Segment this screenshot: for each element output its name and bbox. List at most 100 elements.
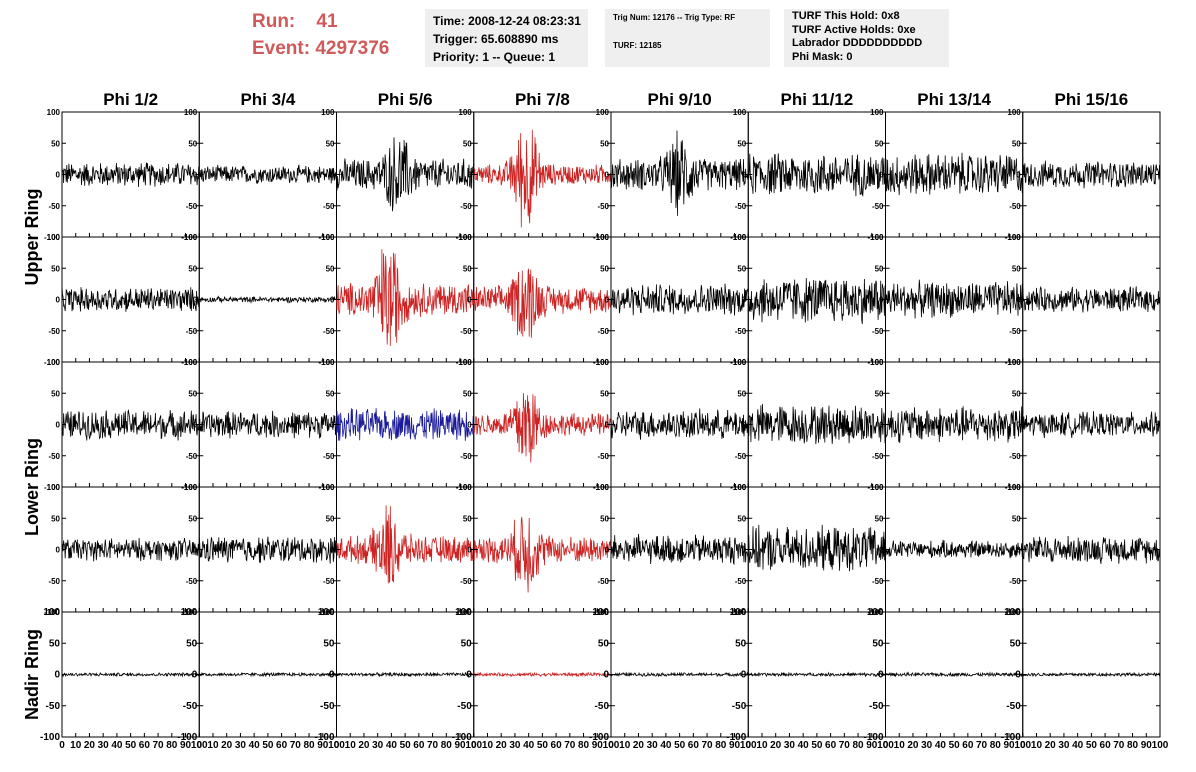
x-tick-label: 50: [949, 740, 961, 751]
x-tick-label: 30: [647, 740, 659, 751]
y-tick-label: 50: [600, 139, 609, 148]
y-tick-label: -50: [48, 452, 60, 461]
y-tick-label: -50: [872, 452, 884, 461]
y-tick-label: 100: [47, 483, 61, 492]
y-tick-label: 0: [741, 670, 747, 681]
waveform-trace: [610, 671, 749, 678]
x-tick-label: 70: [976, 740, 988, 751]
y-tick-label: 0: [742, 546, 747, 555]
waveform-trace: [473, 671, 612, 678]
x-tick-label: 10: [1031, 740, 1043, 751]
waveform-trace: [61, 162, 200, 188]
y-tick-label: -50: [48, 202, 60, 211]
x-tick-label: 0: [883, 740, 889, 751]
y-tick-label: 100: [733, 483, 747, 492]
y-tick-label: -50: [597, 577, 609, 586]
turf-info-box: TURF This Hold: 0x8 TURF Active Holds: 0…: [784, 9, 949, 67]
x-tick-label: 30: [1058, 740, 1070, 751]
y-tick-label: -50: [597, 202, 609, 211]
x-tick-label: 10: [756, 740, 768, 751]
trig-num-text: Trig Num: 12176 -- Trig Type: RF: [613, 13, 736, 22]
x-tick-label: 90: [729, 740, 741, 751]
x-tick-label: 60: [276, 740, 288, 751]
x-tick-label: 20: [1045, 740, 1057, 751]
y-tick-label: 0: [467, 546, 472, 555]
x-tick-label: 90: [866, 740, 878, 751]
y-tick-label: -50: [735, 452, 747, 461]
x-tick-label: 40: [249, 740, 261, 751]
y-tick-label: -50: [460, 452, 472, 461]
y-tick-label: 0: [193, 421, 198, 430]
y-tick-label: 50: [188, 139, 197, 148]
waveform-trace: [747, 278, 886, 324]
column-header: Phi 1/2: [103, 90, 158, 109]
y-tick-label: 100: [730, 607, 747, 618]
y-tick-label: 100: [318, 607, 335, 618]
y-tick-label: -50: [48, 327, 60, 336]
column-header: Phi 3/4: [240, 90, 295, 109]
x-tick-label: 30: [921, 740, 933, 751]
waveform-trace: [748, 671, 886, 678]
y-tick-label: -100: [44, 233, 61, 242]
waveform-trace: [610, 130, 749, 216]
y-tick-label: 100: [596, 108, 610, 117]
y-tick-label: -100: [863, 732, 883, 743]
y-tick-label: -100: [726, 732, 746, 743]
y-tick-label: 100: [1007, 358, 1021, 367]
x-tick-label: 70: [290, 740, 302, 751]
y-tick-label: 0: [1016, 171, 1021, 180]
y-tick-label: 50: [188, 264, 197, 273]
y-tick-label: 100: [596, 358, 610, 367]
x-tick-label: 20: [770, 740, 782, 751]
y-tick-label: 100: [458, 108, 472, 117]
y-tick-label: 50: [1012, 389, 1021, 398]
y-tick-label: -50: [323, 202, 335, 211]
waveform-trace: [336, 249, 475, 347]
y-tick-label: 0: [879, 421, 884, 430]
y-tick-label: 0: [330, 171, 335, 180]
x-tick-label: 20: [221, 740, 233, 751]
waveform-trace: [885, 279, 1024, 319]
y-tick-label: -100: [44, 608, 61, 617]
x-tick-label: 60: [139, 740, 151, 751]
y-tick-label: 100: [596, 233, 610, 242]
y-tick-label: 50: [188, 514, 197, 523]
y-tick-label: 0: [742, 171, 747, 180]
x-tick-label: 20: [358, 740, 370, 751]
x-tick-label: 70: [153, 740, 165, 751]
priority-text: Priority: 1 -- Queue: 1: [433, 50, 556, 64]
x-tick-label: 60: [1100, 740, 1112, 751]
y-tick-label: 0: [1016, 546, 1021, 555]
y-tick-label: 50: [600, 514, 609, 523]
x-tick-label: 100: [191, 740, 208, 751]
x-tick-label: 90: [180, 740, 192, 751]
x-tick-label: 100: [740, 740, 757, 751]
waveform-trace: [610, 408, 749, 440]
y-tick-label: -50: [183, 701, 198, 712]
y-tick-label: 50: [1012, 264, 1021, 273]
y-tick-label: -50: [186, 202, 198, 211]
waveform-trace: [198, 410, 337, 439]
ring-label: Nadir Ring: [22, 629, 42, 720]
y-tick-label: 50: [598, 638, 610, 649]
time-text: Time: 2008-12-24 08:23:31: [433, 14, 581, 28]
x-tick-label: 50: [537, 740, 549, 751]
waveform-trace: [198, 536, 337, 564]
y-tick-label: -50: [869, 701, 884, 712]
y-tick-label: -50: [323, 577, 335, 586]
y-tick-label: 50: [737, 514, 746, 523]
y-tick-label: 50: [463, 514, 472, 523]
y-tick-label: -50: [460, 327, 472, 336]
x-tick-label: 60: [551, 740, 563, 751]
x-tick-label: 70: [564, 740, 576, 751]
time-info-box: Time: 2008-12-24 08:23:31 Trigger: 65.60…: [425, 9, 588, 67]
y-tick-label: 50: [51, 264, 60, 273]
x-tick-label: 20: [496, 740, 508, 751]
y-tick-label: 100: [592, 607, 609, 618]
y-tick-label: 50: [875, 389, 884, 398]
y-tick-label: -50: [186, 452, 198, 461]
waveform-trace: [1022, 535, 1161, 564]
y-tick-label: 100: [47, 358, 61, 367]
y-tick-label: -50: [460, 202, 472, 211]
waveform-trace: [1022, 285, 1161, 313]
